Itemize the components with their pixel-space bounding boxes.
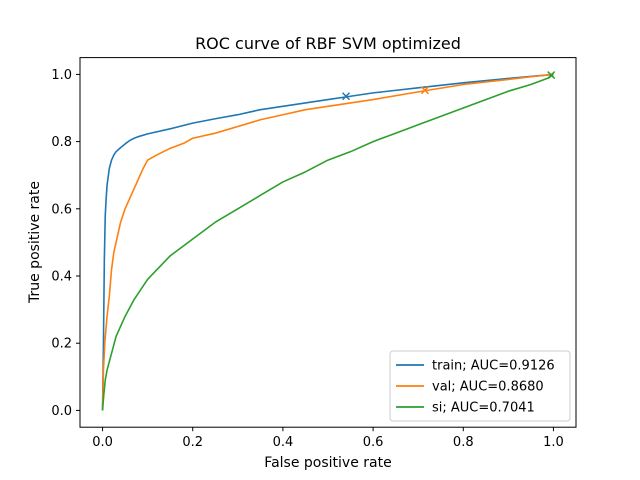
y-tick-label: 0.4 [51,270,72,285]
series-line-2 [101,73,554,411]
y-tick-label: 0.0 [51,404,72,419]
x-tick-label: 1.0 [543,435,564,450]
series-layer [101,71,556,411]
x-axis-label: False positive rate [264,455,391,471]
series-marker-1 [420,86,429,95]
series-marker-0 [342,92,351,101]
y-tick-label: 1.0 [51,68,72,83]
x-tick-label: 0.4 [273,435,294,450]
x-tick-label: 0.6 [363,435,384,450]
plot-area [79,57,577,428]
legend-label-2: si; AUC=0.7041 [432,401,535,416]
x-tick-label: 0.2 [182,435,203,450]
x-axis: 0.0 0.2 0.4 0.6 0.8 1.0 [92,427,564,450]
legend-label-0: train; AUC=0.9126 [432,359,555,374]
chart-title: ROC curve of RBF SVM optimized [195,34,461,53]
series-line-0 [101,73,554,411]
legend: train; AUC=0.9126 val; AUC=0.8680 si; AUC=… [389,350,571,422]
series-line-1 [101,73,554,411]
x-tick-label: 0.8 [453,435,474,450]
legend-label-1: val; AUC=0.8680 [432,380,544,395]
series-marker-2 [547,71,556,80]
legend-box [389,350,571,422]
x-tick-label: 0.0 [92,435,113,450]
y-tick-label: 0.8 [51,135,72,150]
y-axis-label: True positive rate [27,181,43,304]
y-tick-label: 0.6 [51,202,72,217]
y-tick-label: 0.2 [51,337,72,352]
y-axis: 0.0 0.2 0.4 0.6 0.8 1.0 [51,68,80,419]
